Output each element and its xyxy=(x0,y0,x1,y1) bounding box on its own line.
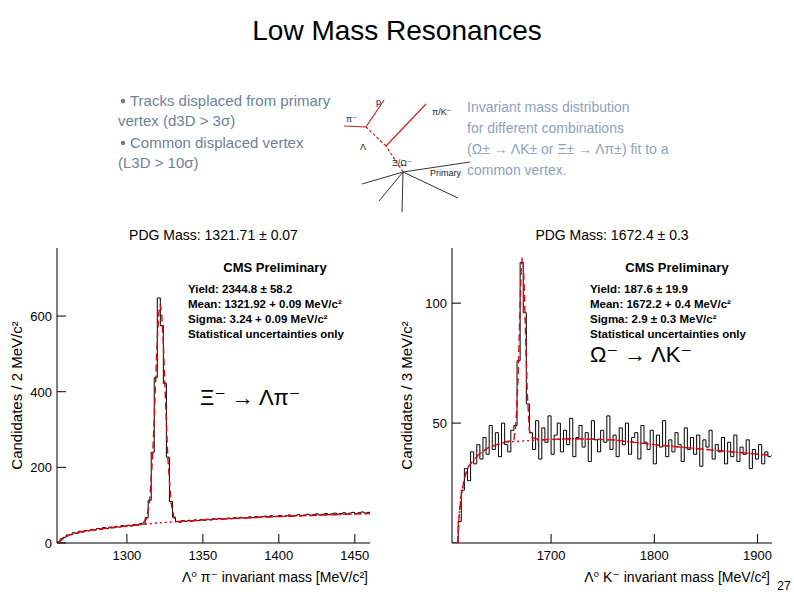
y-tick xyxy=(57,467,66,468)
pion-kaon-track xyxy=(386,104,426,146)
histogram-bin xyxy=(594,421,597,440)
histogram-bin xyxy=(554,435,557,454)
primary-track xyxy=(362,172,403,184)
x-tick-label: 1350 xyxy=(188,548,217,563)
histogram-bin xyxy=(632,437,635,454)
histogram-bin xyxy=(526,313,529,404)
x-tick-label: 1700 xyxy=(537,548,566,563)
y-tick xyxy=(452,303,461,304)
proton-track xyxy=(366,100,384,127)
y-tick xyxy=(57,391,66,392)
stats-line: Sigma: 2.9 ± 0.3 MeV/c² xyxy=(590,313,717,325)
y-tick-label: 0 xyxy=(45,536,52,551)
y-tick-label: 400 xyxy=(30,385,52,400)
slide-title: Low Mass Resonances xyxy=(252,15,541,46)
x-axis-label: Λ⁰ π⁻ invariant mass [MeV/c²] xyxy=(182,569,368,585)
stats-line: Yield: 2344.8 ± 58.2 xyxy=(188,283,292,295)
x-tick xyxy=(757,534,758,543)
x-tick-label: 1450 xyxy=(340,548,369,563)
stats-line: Mean: 1321.92 + 0.09 MeV/c² xyxy=(188,298,342,310)
x-axis-line xyxy=(57,543,370,544)
diagram-label: p xyxy=(376,97,381,107)
x-tick xyxy=(354,534,355,543)
bullet-text: vertex (d3D > 3σ) xyxy=(118,112,235,129)
description-text: for different combinations xyxy=(467,120,624,136)
x-axis-label: Λ⁰ K⁻ invariant mass [MeV/c²] xyxy=(584,569,770,585)
x-tick-label: 1800 xyxy=(640,548,669,563)
slide: Low Mass Resonances Tracks displaced from… xyxy=(0,0,794,595)
bullet-text: (L3D > 10σ) xyxy=(118,154,199,171)
chart: PDG Mass: 1321.71 ± 0.07 1300 1350 1400 1450… xyxy=(8,227,370,585)
diagram-label: Ξ/Ω⁻ xyxy=(392,158,412,168)
page-number: 27 xyxy=(777,579,791,593)
y-axis-line xyxy=(452,248,453,543)
x-axis-line xyxy=(452,543,772,544)
histogram-bin xyxy=(678,433,681,445)
histogram-bin xyxy=(576,437,579,456)
description-text: common vertex. xyxy=(467,162,567,178)
y-tick-label: 600 xyxy=(30,309,52,324)
x-tick-label: 1900 xyxy=(743,548,772,563)
histogram-bin xyxy=(768,452,771,457)
diagram-label: Primary xyxy=(430,168,461,178)
fit-curve xyxy=(59,305,370,543)
process-label: Ξ⁻ → Λπ⁻ xyxy=(200,385,300,410)
x-tick xyxy=(278,534,279,543)
description-text: Invariant mass distribution xyxy=(467,99,630,115)
chart: PDG Mass: 1672.4 ± 0.3 1700 1800 1900 50 100 Λ… xyxy=(398,227,772,585)
fit-curve xyxy=(458,439,772,543)
y-tick-label: 200 xyxy=(30,460,52,475)
plot-data xyxy=(452,258,772,543)
bullet-dot xyxy=(121,99,126,104)
y-axis-label: Candidates / 3 MeV/c² xyxy=(398,321,415,469)
chart-title: PDG Mass: 1321.71 ± 0.07 xyxy=(129,227,298,243)
pion-track xyxy=(344,126,366,127)
y-tick xyxy=(57,316,66,317)
vertex-diagram: p π⁻ π/K⁻ Λ Ξ/Ω⁻ Primary xyxy=(344,97,470,212)
x-tick xyxy=(654,534,655,543)
y-tick-label: 50 xyxy=(433,416,447,431)
stats-line: Mean: 1672.2 + 0.4 MeV/c² xyxy=(590,298,731,310)
stats-line: Yield: 187.6 ± 19.9 xyxy=(590,283,688,295)
y-axis-line xyxy=(57,248,58,543)
description-text: (Ω± → ΛK± or Ξ± → Λπ±) fit to a xyxy=(467,141,669,157)
stats-line: Statistical uncertainties only xyxy=(590,328,747,340)
x-tick xyxy=(126,534,127,543)
fit-curve xyxy=(59,514,370,544)
diagram-label: π⁻ xyxy=(346,114,357,124)
stats-header: CMS Preliminary xyxy=(223,260,327,275)
x-tick xyxy=(551,534,552,543)
stats-line: Sigma: 3.24 + 0.09 MeV/c² xyxy=(188,313,328,325)
plot-data xyxy=(57,298,370,543)
x-tick-label: 1400 xyxy=(264,548,293,563)
histogram-bin xyxy=(176,517,179,521)
bullet-text: Tracks displaced from primary xyxy=(130,92,331,109)
fit-curve xyxy=(458,258,772,543)
histogram-bin xyxy=(452,543,455,544)
diagram-label: Λ xyxy=(360,142,366,152)
primary-track xyxy=(379,172,403,201)
y-tick xyxy=(452,423,461,424)
x-tick-label: 1300 xyxy=(112,548,141,563)
bullet-text: Common displaced vertex xyxy=(130,134,304,151)
histogram-bin xyxy=(644,425,647,442)
background xyxy=(0,0,794,595)
diagram-label: π/K⁻ xyxy=(432,107,452,117)
x-tick xyxy=(202,534,203,543)
chart-title: PDG Mass: 1672.4 ± 0.3 xyxy=(535,227,688,243)
process-label: Ω⁻ → ΛK⁻ xyxy=(590,342,692,367)
y-axis-label: Candidates / 2 MeV/c² xyxy=(8,321,25,469)
bullet-dot xyxy=(121,141,126,146)
stats-header: CMS Preliminary xyxy=(625,260,729,275)
lambda-track xyxy=(366,127,386,146)
stats-line: Statistical uncertainties only xyxy=(188,328,345,340)
y-tick-label: 100 xyxy=(425,296,447,311)
primary-track xyxy=(402,172,403,212)
